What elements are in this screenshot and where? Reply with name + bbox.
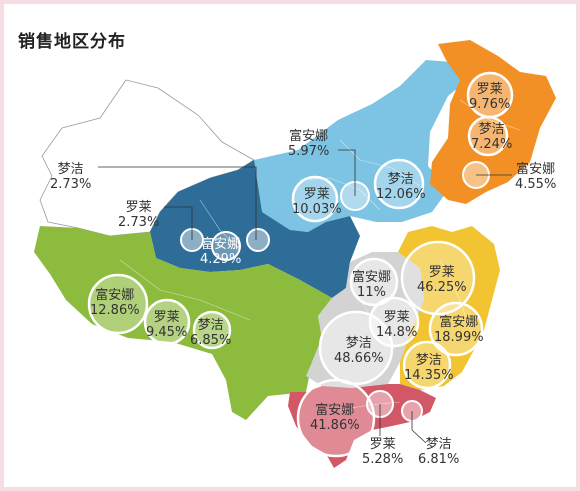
- label-brand: 富安娜: [315, 403, 355, 418]
- label-brand: 梦洁: [57, 162, 84, 177]
- label-brand: 富安娜: [352, 270, 392, 285]
- label-brand: 罗莱: [125, 200, 152, 215]
- label-xj-mengjie: 梦洁 2.73%: [50, 162, 91, 192]
- label-sw-luolai: 罗莱 9.45%: [146, 310, 187, 340]
- bubble-sw-mengjie: [192, 310, 232, 350]
- bubble-south-fuanna: [296, 378, 376, 458]
- label-value: 6.85%: [190, 333, 232, 348]
- label-value: 14.35%: [404, 368, 454, 383]
- label-value: 11%: [357, 285, 386, 300]
- label-ne-fuanna: 富安娜 4.55%: [515, 162, 556, 192]
- label-value: 12.86%: [90, 303, 140, 318]
- label-brand: 罗莱: [303, 187, 330, 202]
- bubble-mid-mengjie: [318, 310, 394, 386]
- label-value: 10.03%: [292, 202, 342, 217]
- label-east-luolai: 罗莱 46.25%: [417, 265, 467, 295]
- label-brand: 罗莱: [369, 437, 396, 452]
- region-southwest: [34, 226, 332, 420]
- bubble-qh-fuanna: [211, 231, 241, 261]
- label-brand: 罗莱: [428, 265, 455, 280]
- label-mid-mengjie: 梦洁 48.66%: [334, 336, 384, 366]
- label-south-fuanna: 富安娜 41.86%: [310, 403, 360, 433]
- label-value: 2.73%: [118, 215, 160, 230]
- bubble-east-luolai: [400, 240, 476, 316]
- label-value: 12.06%: [376, 187, 426, 202]
- label-value: 46.25%: [417, 280, 467, 295]
- bubble-east-mengjie: [402, 340, 452, 390]
- label-value: 5.97%: [288, 144, 330, 159]
- label-north-mengjie: 梦洁 12.06%: [376, 172, 426, 202]
- label-brand: 梦洁: [197, 318, 224, 333]
- label-value: 7.24%: [471, 137, 513, 152]
- bubble-sw-fuanna: [87, 273, 149, 335]
- label-value: 9.45%: [146, 325, 188, 340]
- label-east-mengjie: 梦洁 14.35%: [404, 353, 454, 383]
- label-brand: 梦洁: [415, 353, 442, 368]
- label-east-fuanna: 富安娜 18.99%: [434, 315, 484, 345]
- label-sw-fuanna: 富安娜 12.86%: [90, 288, 140, 318]
- bubbles: [87, 71, 514, 458]
- label-value: 41.86%: [310, 418, 360, 433]
- label-value: 2.73%: [50, 177, 92, 192]
- label-south-mengjie: 梦洁 6.81%: [418, 437, 459, 467]
- region-south: [288, 384, 436, 468]
- label-value: 14.8%: [376, 325, 418, 340]
- label-brand: 富安娜: [289, 129, 329, 144]
- label-value: 6.81%: [418, 452, 460, 467]
- bubble-north-luolai: [291, 175, 339, 223]
- label-brand: 梦洁: [478, 122, 505, 137]
- label-mid-fuanna: 富安娜 11%: [352, 270, 391, 300]
- label-ne-mengjie: 梦洁 7.24%: [471, 122, 512, 152]
- label-value: 9.76%: [469, 97, 511, 112]
- region-central: [306, 252, 424, 388]
- label-xj-luolai: 罗莱 2.73%: [118, 200, 159, 230]
- label-brand: 富安娜: [95, 288, 135, 303]
- label-sw-mengjie: 梦洁 6.85%: [190, 318, 231, 348]
- bubble-xj-mengjie: [246, 228, 270, 252]
- region-north: [246, 60, 470, 232]
- region-northeast: [430, 40, 556, 204]
- bubble-mid-fuanna: [349, 257, 399, 307]
- label-south-luolai: 罗莱 5.28%: [362, 437, 403, 467]
- label-value: 4.55%: [515, 177, 557, 192]
- bubble-ne-mengjie: [467, 115, 509, 157]
- label-value: 5.28%: [362, 452, 404, 467]
- label-brand: 梦洁: [345, 336, 372, 351]
- label-brand: 富安娜: [439, 315, 479, 330]
- bubble-east-fuanna: [428, 301, 484, 357]
- label-ne-luolai: 罗莱 9.76%: [469, 82, 510, 112]
- label-brand: 罗莱: [476, 82, 503, 97]
- label-north-luolai: 罗莱 10.03%: [292, 187, 342, 217]
- leader-lines: [98, 149, 512, 444]
- label-value: 48.66%: [334, 351, 384, 366]
- bubble-north-mengjie: [373, 158, 425, 210]
- bubble-sw-luolai: [143, 298, 191, 346]
- label-brand: 梦洁: [425, 437, 452, 452]
- bubble-mid-luolai: [368, 296, 420, 348]
- label-brand: 梦洁: [387, 172, 414, 187]
- label-brand: 富安娜: [201, 237, 241, 252]
- label-north-fuanna: 富安娜 5.97%: [288, 129, 329, 159]
- label-value: 4.29%: [200, 252, 242, 267]
- label-brand: 罗莱: [153, 310, 180, 325]
- label-brand: 罗莱: [383, 310, 410, 325]
- page-title: 销售地区分布: [18, 32, 126, 52]
- label-qh-fuanna: 富安娜 4.29%: [200, 237, 241, 267]
- label-value: 18.99%: [434, 330, 484, 345]
- label-brand: 富安娜: [516, 162, 556, 177]
- label-mid-luolai: 罗莱 14.8%: [376, 310, 417, 340]
